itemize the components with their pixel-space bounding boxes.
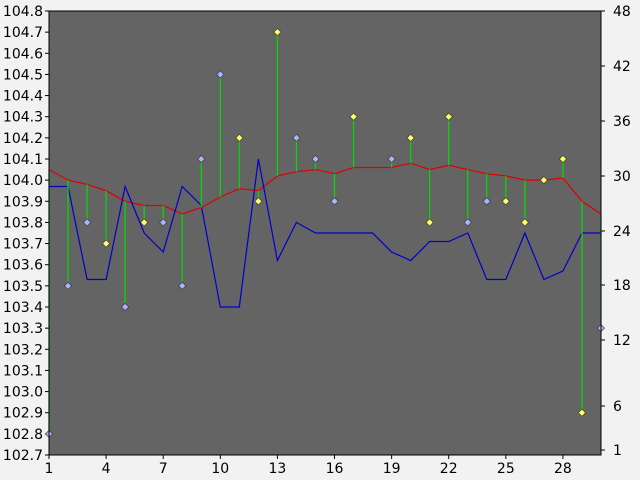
plot-frame xyxy=(48,10,602,456)
data-point-marker xyxy=(482,197,491,206)
data-point-marker xyxy=(235,133,244,142)
y-left-tick-label: 103.0 xyxy=(3,385,43,401)
data-point-marker xyxy=(577,408,586,417)
y-left-tick-label: 102.7 xyxy=(3,448,43,464)
data-point-marker xyxy=(216,70,225,79)
data-point-marker xyxy=(444,112,453,121)
y-left-tick-label: 104.4 xyxy=(3,89,43,105)
data-point-marker xyxy=(64,281,73,290)
y-left-tick-label: 103.3 xyxy=(3,321,43,337)
y-right-tick-label: 24 xyxy=(613,224,631,240)
y-left-tick-label: 102.8 xyxy=(3,427,43,443)
y-right-tick-label: 42 xyxy=(613,59,631,75)
y-left-tick-label: 103.7 xyxy=(3,237,43,253)
y-left-tick-label: 104.0 xyxy=(3,173,43,189)
data-point-marker xyxy=(539,176,548,185)
x-tick-label: 13 xyxy=(268,461,286,477)
data-point-marker xyxy=(501,197,510,206)
x-tick-label: 7 xyxy=(159,461,168,477)
x-axis: 1 4 7 10 13 16 19 22 25 28 xyxy=(45,455,572,477)
y-left-tick-label: 103.5 xyxy=(3,279,43,295)
y-left-tick-label: 103.2 xyxy=(3,342,43,358)
y-left-tick-label: 104.3 xyxy=(3,110,43,126)
x-tick-label: 4 xyxy=(102,461,111,477)
y-right-tick-label: 30 xyxy=(613,169,631,185)
data-point-marker xyxy=(520,218,529,227)
y-left-tick-label: 104.7 xyxy=(3,25,43,41)
series-line-1 xyxy=(48,162,602,215)
data-point-marker xyxy=(273,28,282,37)
data-point-marker xyxy=(330,197,339,206)
data-point-marker xyxy=(178,281,187,290)
x-tick-label: 1 xyxy=(45,461,54,477)
series-line-2 xyxy=(49,158,601,308)
x-tick-label: 28 xyxy=(554,461,572,477)
x-tick-label: 16 xyxy=(326,461,344,477)
x-tick-label: 10 xyxy=(211,461,229,477)
data-point-marker xyxy=(102,239,111,248)
series-layer xyxy=(44,28,606,438)
y-right-tick-label: 36 xyxy=(613,114,631,130)
x-tick-label: 22 xyxy=(440,461,458,477)
data-point-marker xyxy=(292,133,301,142)
data-point-marker xyxy=(311,154,320,164)
data-point-marker xyxy=(140,218,149,227)
y-left-tick-label: 104.2 xyxy=(3,131,43,147)
y-left-tick-label: 103.1 xyxy=(3,363,43,379)
data-point-marker xyxy=(121,302,130,312)
y-axis-left: 104.8 104.7 104.6 104.5 104.4 104.3 104.2 104.1… xyxy=(3,4,49,464)
y-right-tick-label: 18 xyxy=(613,278,631,294)
y-left-tick-label: 104.6 xyxy=(3,46,43,62)
y-left-tick-label: 103.6 xyxy=(3,258,43,274)
y-left-tick-label: 103.9 xyxy=(3,194,43,210)
x-tick-label: 25 xyxy=(497,461,515,477)
y-left-tick-label: 104.5 xyxy=(3,67,43,83)
data-point-marker xyxy=(159,218,168,227)
x-tick-label: 19 xyxy=(383,461,401,477)
y-left-tick-label: 104.1 xyxy=(3,152,43,168)
data-point-marker xyxy=(425,218,434,227)
data-point-marker xyxy=(558,154,567,164)
y-right-tick-label: 6 xyxy=(613,399,622,415)
data-point-marker xyxy=(83,218,92,227)
data-point-marker xyxy=(349,112,358,121)
y-left-tick-label: 104.8 xyxy=(3,4,43,20)
y-left-tick-label: 103.8 xyxy=(3,215,43,231)
y-axis-right: 48 42 36 30 24 18 12 6 1 xyxy=(601,4,631,459)
y-right-tick-label: 48 xyxy=(613,4,631,20)
data-point-marker xyxy=(254,197,263,206)
data-point-marker xyxy=(463,218,472,227)
y-right-tick-label: 1 xyxy=(613,443,622,459)
data-point-marker xyxy=(406,133,415,142)
y-right-tick-label: 12 xyxy=(613,333,631,349)
y-left-tick-label: 102.9 xyxy=(3,406,43,422)
data-point-marker xyxy=(387,154,396,164)
data-point-marker xyxy=(197,154,206,164)
y-left-tick-label: 103.4 xyxy=(3,300,43,316)
